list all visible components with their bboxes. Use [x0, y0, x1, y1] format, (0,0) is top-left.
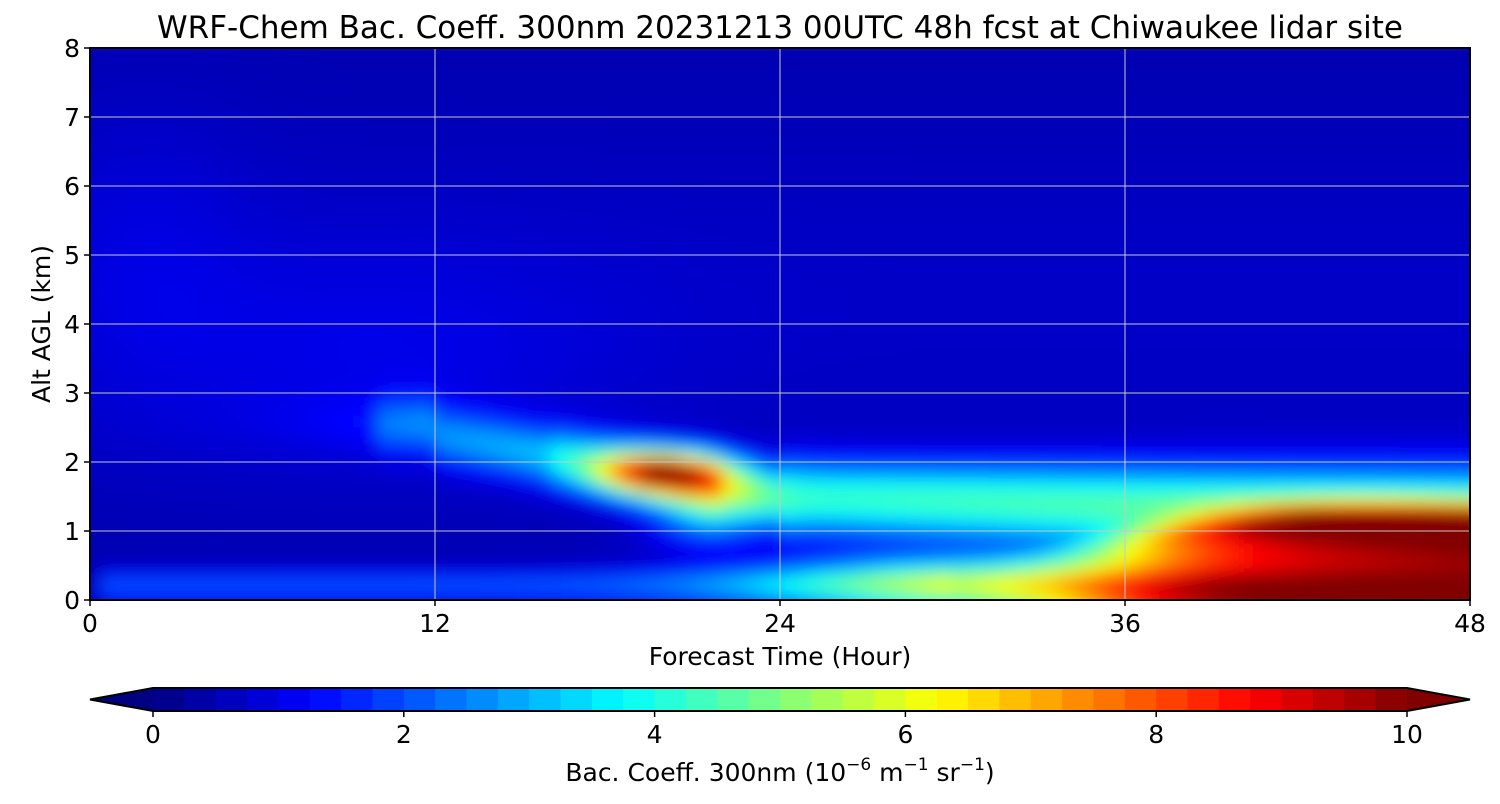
- colorbar-segment: [529, 688, 561, 711]
- colorbar-ticks: 0 2 4 6 8 10: [145, 711, 1423, 749]
- colorbar-segment: [153, 688, 185, 711]
- colorbar-segment: [999, 688, 1031, 711]
- colorbar-segment: [216, 688, 248, 711]
- colorbar-segment: [404, 688, 436, 711]
- x-tick-label: 36: [1109, 609, 1141, 638]
- colorbar-segment: [341, 688, 373, 711]
- y-tick-label: 7: [64, 103, 80, 132]
- colorbar-segment: [1031, 688, 1063, 711]
- colorbar-segment: [1156, 688, 1188, 711]
- colorbar-segment: [498, 688, 530, 711]
- colorbar-segment: [811, 688, 843, 711]
- x-tick-label: 0: [82, 609, 98, 638]
- y-axis-label: Alt AGL (km): [27, 245, 56, 403]
- colorbar: [90, 688, 1470, 711]
- colorbar-segment: [1188, 688, 1220, 711]
- colorbar-segment: [686, 688, 718, 711]
- x-axis-label: Forecast Time (Hour): [649, 642, 912, 671]
- colorbar-segment: [1282, 688, 1314, 711]
- chart-title: WRF-Chem Bac. Coeff. 300nm 20231213 00UT…: [157, 10, 1403, 46]
- colorbar-tick-label: 4: [647, 720, 663, 749]
- y-axis: 0 1 2 3 4 5 6 7 8: [64, 34, 90, 615]
- colorbar-segment: [1062, 688, 1094, 711]
- colorbar-segment: [1250, 688, 1282, 711]
- y-tick-label: 3: [64, 379, 80, 408]
- x-tick-label: 48: [1454, 609, 1486, 638]
- colorbar-segment: [561, 688, 593, 711]
- colorbar-label: Bac. Coeff. 300nm (10−6 m−1 sr−1): [565, 755, 994, 787]
- colorbar-segment: [1344, 688, 1376, 711]
- colorbar-segment: [749, 688, 781, 711]
- colorbar-segment: [937, 688, 969, 711]
- colorbar-extend-low: [90, 688, 153, 711]
- colorbar-segment: [1094, 688, 1126, 711]
- x-tick-label: 12: [419, 609, 451, 638]
- x-axis: 0 12 24 36 48: [82, 600, 1486, 638]
- colorbar-segment: [843, 688, 875, 711]
- colorbar-segment: [905, 688, 937, 711]
- colorbar-segment: [717, 688, 749, 711]
- y-tick-label: 0: [64, 586, 80, 615]
- colorbar-tick-label: 2: [396, 720, 412, 749]
- y-tick-label: 6: [64, 172, 80, 201]
- colorbar-segment: [1219, 688, 1251, 711]
- colorbar-segment: [467, 688, 499, 711]
- colorbar-segment: [247, 688, 279, 711]
- colorbar-segment: [592, 688, 624, 711]
- colorbar-segment: [184, 688, 216, 711]
- colorbar-segment: [435, 688, 467, 711]
- y-tick-label: 8: [64, 34, 80, 63]
- y-tick-label: 1: [64, 517, 80, 546]
- colorbar-segment: [874, 688, 906, 711]
- colorbar-tick-label: 6: [897, 720, 913, 749]
- x-tick-label: 24: [764, 609, 796, 638]
- colorbar-tick-label: 0: [145, 720, 161, 749]
- y-tick-label: 2: [64, 448, 80, 477]
- y-tick-label: 5: [64, 241, 80, 270]
- colorbar-segment: [372, 688, 404, 711]
- colorbar-segment: [310, 688, 342, 711]
- colorbar-tick-label: 8: [1148, 720, 1164, 749]
- colorbar-tick-label: 10: [1391, 720, 1423, 749]
- colorbar-segment: [1125, 688, 1157, 711]
- colorbar-extend-high: [1407, 688, 1470, 711]
- colorbar-segment: [278, 688, 310, 711]
- colorbar-segment: [968, 688, 1000, 711]
- y-tick-label: 4: [64, 310, 80, 339]
- colorbar-segment: [1376, 688, 1408, 711]
- colorbar-segment: [623, 688, 655, 711]
- colorbar-segment: [780, 688, 812, 711]
- colorbar-segment: [1313, 688, 1345, 711]
- colorbar-segment: [655, 688, 687, 711]
